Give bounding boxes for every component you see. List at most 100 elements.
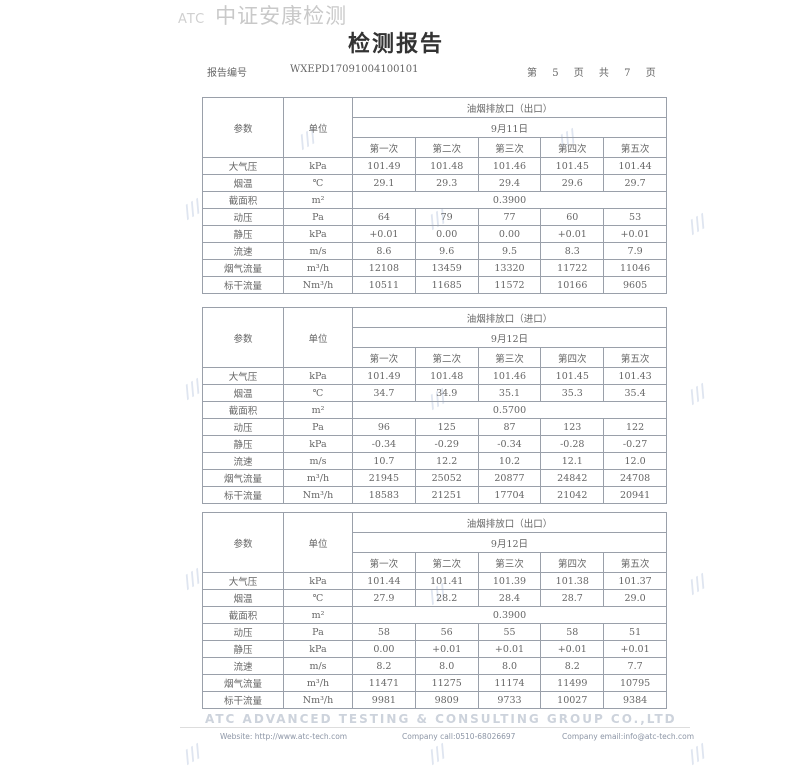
table-row: 动压 Pa 58 56 55 58 51 [202, 623, 667, 641]
unit-cell: ℃ [283, 174, 353, 192]
unit-cell: m/s [283, 242, 353, 260]
value-cell: +0.01 [352, 225, 416, 243]
run-header: 第一次 [352, 137, 416, 158]
footer-company: ATC ADVANCED TESTING & CONSULTING GROUP … [205, 712, 677, 726]
watermark-icon [428, 740, 454, 766]
table-row: 标干流量 Nm³/h 9981 9809 9733 10027 9384 [202, 691, 667, 709]
table-row: 截面积 m² 0.5700 [202, 401, 667, 419]
value-cell: 25052 [414, 469, 479, 487]
run-header: 第四次 [540, 347, 605, 368]
param-cell: 动压 [202, 208, 284, 226]
location-header: 油烟排放口（进口） [352, 307, 667, 328]
param-cell: 烟温 [202, 589, 284, 607]
value-cell: 20877 [477, 469, 542, 487]
value-cell: 101.39 [477, 572, 542, 590]
value-cell: 101.44 [352, 572, 416, 590]
param-cell: 烟气流量 [202, 469, 284, 487]
report-no-label: 报告编号 [207, 68, 247, 79]
param-cell: 烟气流量 [202, 259, 284, 277]
table-row: 静压 kPa 0.00 +0.01 +0.01 +0.01 +0.01 [202, 640, 667, 658]
param-cell: 大气压 [202, 367, 284, 385]
value-cell: 8.0 [477, 657, 542, 675]
watermark-icon [688, 210, 714, 236]
footer-phone: Company call:0510-68026697 [402, 732, 516, 741]
value-cell: 11046 [603, 259, 667, 277]
value-cell: 96 [352, 418, 416, 436]
table-row: 烟气流量 m³/h 12108 13459 13320 11722 11046 [202, 259, 667, 277]
run-header: 第五次 [603, 137, 667, 158]
value-cell: 11275 [414, 674, 479, 692]
value-cell: +0.01 [540, 225, 605, 243]
param-cell: 流速 [202, 657, 284, 675]
param-cell: 动压 [202, 623, 284, 641]
location-header: 油烟排放口（出口） [352, 97, 667, 118]
value-cell: 12108 [352, 259, 416, 277]
run-header: 第二次 [414, 137, 479, 158]
unit-cell: Pa [283, 623, 353, 641]
unit-cell: Pa [283, 208, 353, 226]
value-cell: 27.9 [352, 589, 416, 607]
unit-header: 单位 [283, 512, 353, 573]
watermark-icon [183, 740, 209, 766]
value-cell: 9384 [603, 691, 667, 709]
table-row: 动压 Pa 64 79 77 60 53 [202, 208, 667, 226]
unit-cell: kPa [283, 225, 353, 243]
value-cell: 13459 [414, 259, 479, 277]
param-cell: 大气压 [202, 572, 284, 590]
unit-cell: kPa [283, 640, 353, 658]
value-cell: 8.2 [540, 657, 605, 675]
value-cell: 28.4 [477, 589, 542, 607]
unit-cell: Nm³/h [283, 691, 353, 709]
value-cell: 125 [414, 418, 479, 436]
table-row: 流速 m/s 8.2 8.0 8.0 8.2 7.7 [202, 657, 667, 675]
value-cell: 28.7 [540, 589, 605, 607]
value-cell: 9.6 [414, 242, 479, 260]
unit-cell: kPa [283, 367, 353, 385]
value-cell: +0.01 [414, 640, 479, 658]
value-cell: 101.37 [603, 572, 667, 590]
footer-website: Website: http://www.atc-tech.com [220, 732, 348, 741]
footer-email: Company email:info@atc-tech.com [562, 732, 695, 741]
value-cell: -0.28 [540, 435, 605, 453]
value-cell: 24842 [540, 469, 605, 487]
unit-cell: Pa [283, 418, 353, 436]
value-cell: 10027 [540, 691, 605, 709]
value-cell: 12.0 [603, 452, 667, 470]
value-cell: 53 [603, 208, 667, 226]
param-header: 参数 [202, 307, 284, 368]
value-cell: 101.45 [540, 157, 605, 175]
value-cell: 101.41 [414, 572, 479, 590]
value-cell: 101.46 [477, 157, 542, 175]
table-row: 流速 m/s 8.6 9.6 9.5 8.3 7.9 [202, 242, 667, 260]
unit-cell: m/s [283, 657, 353, 675]
param-header: 参数 [202, 97, 284, 158]
value-cell: 64 [352, 208, 416, 226]
value-cell: 51 [603, 623, 667, 641]
value-cell: 35.3 [540, 384, 605, 402]
table-row: 标干流量 Nm³/h 18583 21251 17704 21042 20941 [202, 486, 667, 504]
date-header: 9月12日 [352, 532, 667, 553]
value-cell: 55 [477, 623, 542, 641]
unit-cell: m³/h [283, 259, 353, 277]
table-row: 大气压 kPa 101.49 101.48 101.46 101.45 101.43 [202, 367, 667, 385]
value-cell: 58 [540, 623, 605, 641]
table-row: 动压 Pa 96 125 87 123 122 [202, 418, 667, 436]
value-cell: 56 [414, 623, 479, 641]
unit-cell: kPa [283, 157, 353, 175]
table-row: 大气压 kPa 101.49 101.48 101.46 101.45 101.44 [202, 157, 667, 175]
param-cell: 烟温 [202, 174, 284, 192]
measurement-table: 参数 单位 油烟排放口（出口） 9月11日 第一次 第二次 第三次 第四次 第五次 大气压 kPa 1… [202, 97, 667, 294]
value-cell: 101.43 [603, 367, 667, 385]
value-cell: +0.01 [477, 640, 542, 658]
table-row: 烟温 ℃ 29.1 29.3 29.4 29.6 29.7 [202, 174, 667, 192]
value-cell: 8.2 [352, 657, 416, 675]
value-cell: 34.9 [414, 384, 479, 402]
value-cell: 10795 [603, 674, 667, 692]
value-cell: 21251 [414, 486, 479, 504]
date-header: 9月12日 [352, 327, 667, 348]
value-cell: +0.01 [603, 225, 667, 243]
value-cell: 24708 [603, 469, 667, 487]
page-number: 第 5 页 共 7 页 [527, 68, 656, 79]
value-cell: 77 [477, 208, 542, 226]
param-cell: 静压 [202, 225, 284, 243]
